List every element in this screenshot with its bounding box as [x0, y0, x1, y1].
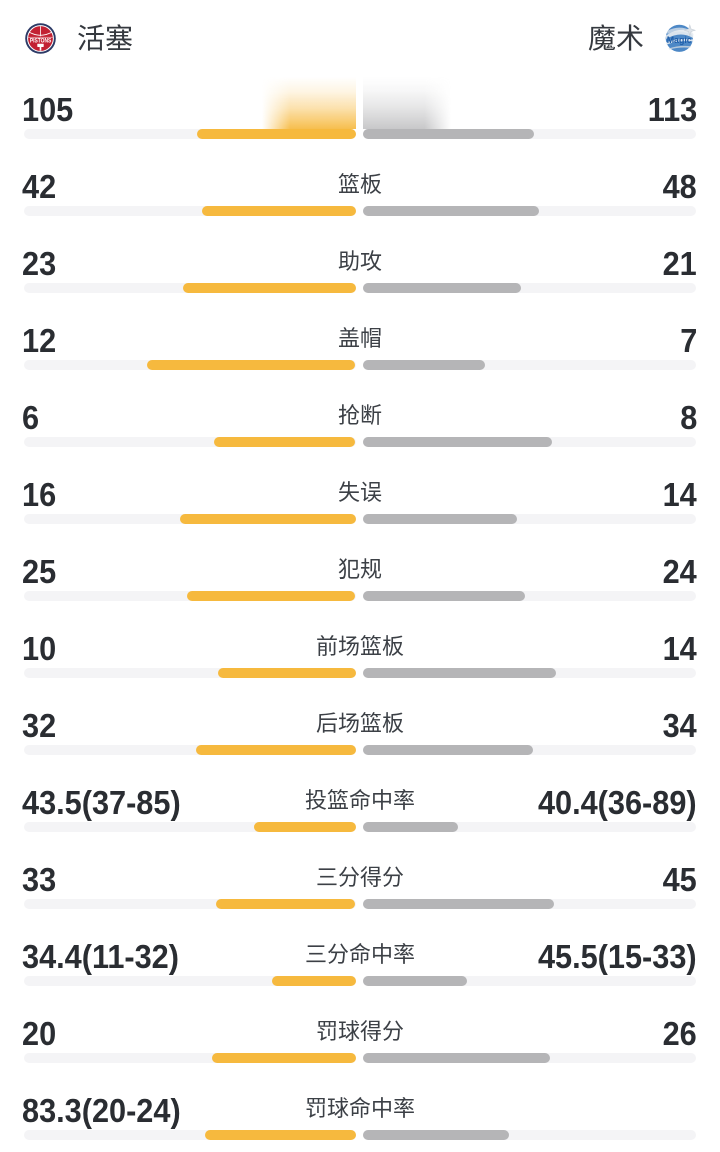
svg-text:PISTONS: PISTONS — [30, 38, 52, 44]
svg-text:Magic: Magic — [667, 35, 692, 45]
